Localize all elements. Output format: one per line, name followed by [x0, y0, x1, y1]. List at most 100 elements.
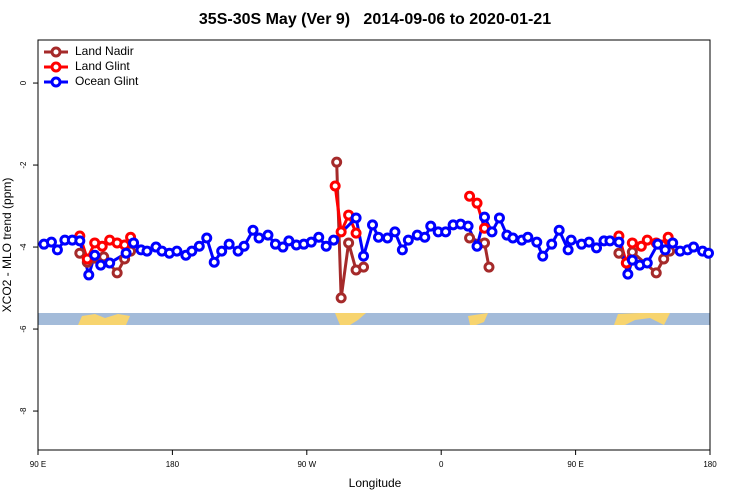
data-point	[253, 232, 265, 244]
data-point	[641, 234, 653, 246]
x-tick-label: 90 E	[567, 460, 583, 469]
data-point	[471, 240, 483, 252]
data-point	[45, 236, 57, 248]
data-point	[262, 229, 274, 241]
data-point	[402, 234, 414, 246]
data-point	[483, 261, 495, 273]
data-point	[522, 231, 534, 243]
data-point	[507, 232, 519, 244]
data-point	[74, 235, 86, 247]
data-point	[83, 269, 95, 281]
data-point	[537, 250, 549, 262]
data-point	[479, 211, 491, 223]
data-point	[320, 240, 332, 252]
data-point	[96, 240, 108, 252]
y-tick-label: -4	[19, 243, 28, 251]
y-tick-label: 0	[19, 80, 28, 85]
data-point	[703, 247, 715, 259]
x-tick-label: 90 W	[297, 460, 316, 469]
data-point	[141, 245, 153, 257]
data-point	[583, 236, 595, 248]
legend-marker	[50, 76, 62, 88]
data-point	[358, 261, 370, 273]
land-shape	[614, 313, 670, 325]
data-point	[641, 257, 653, 269]
data-point	[367, 219, 379, 231]
data-point	[486, 226, 498, 238]
data-point	[331, 156, 343, 168]
land-shape	[335, 313, 366, 325]
data-point	[74, 247, 86, 259]
data-point	[389, 226, 401, 238]
x-tick-label: 90 E	[30, 460, 46, 469]
data-point	[565, 234, 577, 246]
data-point	[464, 190, 476, 202]
data-point	[216, 245, 228, 257]
data-point	[464, 232, 476, 244]
y-axis-label: XCO2 - MLO trend (ppm)	[0, 178, 14, 313]
data-point	[350, 227, 362, 239]
x-tick-label: 180	[166, 460, 180, 469]
data-point	[119, 239, 131, 251]
data-point	[396, 244, 408, 256]
x-axis-label: Longitude	[349, 476, 402, 490]
data-point	[381, 232, 393, 244]
legend-marker	[50, 61, 62, 73]
data-point	[553, 224, 565, 236]
data-point	[652, 238, 664, 250]
data-point	[531, 236, 543, 248]
land-shape	[468, 313, 488, 325]
data-point	[604, 235, 616, 247]
data-point	[350, 212, 362, 224]
data-point	[186, 245, 198, 257]
y-tick-label: -6	[19, 325, 28, 333]
data-point	[120, 247, 132, 259]
data-point	[626, 254, 638, 266]
data-point	[591, 242, 603, 254]
data-point	[493, 212, 505, 224]
legend-label: Land Glint	[75, 59, 130, 73]
data-point	[658, 253, 670, 265]
data-point	[208, 256, 220, 268]
data-point	[193, 240, 205, 252]
data-point	[51, 244, 63, 256]
data-point	[425, 220, 437, 232]
data-point	[171, 245, 183, 257]
data-point	[305, 236, 317, 248]
data-point	[89, 249, 101, 261]
data-point	[462, 220, 474, 232]
data-point	[372, 231, 384, 243]
data-point	[238, 240, 250, 252]
legend-label: Ocean Glint	[75, 74, 139, 88]
plot-frame	[37, 39, 711, 451]
data-point	[201, 232, 213, 244]
data-point	[440, 226, 452, 238]
data-point	[223, 238, 235, 250]
data-point	[335, 226, 347, 238]
legend-marker	[50, 46, 62, 58]
data-point	[329, 180, 341, 192]
y-tick-label: -8	[19, 407, 28, 415]
y-tick-label: -2	[19, 161, 28, 169]
legend-label: Land Nadir	[75, 44, 134, 58]
data-point	[626, 237, 638, 249]
data-point	[659, 244, 671, 256]
data-point	[635, 240, 647, 252]
data-point	[613, 247, 625, 259]
data-point	[562, 244, 574, 256]
ocean-strip	[38, 313, 710, 325]
data-point	[104, 257, 116, 269]
data-point	[613, 236, 625, 248]
data-point	[247, 224, 259, 236]
x-tick-label: 0	[439, 460, 444, 469]
data-point	[335, 292, 347, 304]
data-point	[343, 237, 355, 249]
land-sea-strip	[38, 313, 710, 325]
data-point	[277, 241, 289, 253]
data-point	[546, 238, 558, 250]
data-point	[95, 259, 107, 271]
data-point	[111, 267, 123, 279]
x-tick-label: 180	[703, 460, 717, 469]
